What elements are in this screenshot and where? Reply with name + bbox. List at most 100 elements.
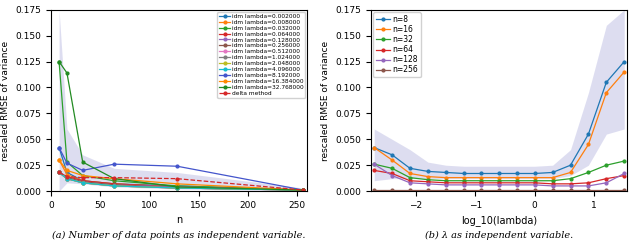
n=64 bbox=[406, 179, 414, 182]
idm lambda=0.008000 bbox=[63, 173, 71, 176]
n=64 bbox=[584, 181, 592, 184]
idm lambda=16.384000 bbox=[110, 177, 118, 180]
idm lambda=2.048000 bbox=[55, 171, 63, 174]
idm lambda=0.064000 bbox=[79, 179, 86, 182]
n=16 bbox=[424, 175, 432, 178]
delta method bbox=[300, 189, 307, 192]
n=32 bbox=[371, 163, 378, 166]
n=16 bbox=[477, 176, 485, 179]
n=64 bbox=[513, 181, 521, 184]
idm lambda=0.008000 bbox=[55, 159, 63, 161]
n=8 bbox=[495, 172, 503, 175]
Line: idm lambda=0.064000: idm lambda=0.064000 bbox=[58, 171, 305, 191]
Legend: idm lambda=0.002000, idm lambda=0.008000, idm lambda=0.032000, idm lambda=0.0640: idm lambda=0.002000, idm lambda=0.008000… bbox=[218, 12, 305, 98]
n=128 bbox=[513, 184, 521, 186]
idm lambda=0.512000 bbox=[110, 184, 118, 187]
Line: idm lambda=32.768000: idm lambda=32.768000 bbox=[58, 60, 305, 191]
idm lambda=0.128000 bbox=[110, 184, 118, 186]
idm lambda=0.512000 bbox=[173, 186, 181, 189]
idm lambda=0.032000 bbox=[173, 184, 181, 187]
idm lambda=4.096000 bbox=[110, 184, 118, 187]
idm lambda=0.128000 bbox=[300, 189, 307, 192]
n=64 bbox=[460, 181, 468, 184]
n=256 bbox=[620, 189, 628, 192]
Text: (a) Number of data points as independent variable.: (a) Number of data points as independent… bbox=[52, 231, 306, 240]
idm lambda=0.512000 bbox=[300, 189, 307, 192]
n=32 bbox=[584, 171, 592, 174]
Line: n=256: n=256 bbox=[372, 189, 626, 191]
idm lambda=16.384000 bbox=[55, 159, 63, 161]
n=16 bbox=[548, 176, 556, 179]
idm lambda=1.024000 bbox=[173, 186, 181, 189]
Line: n=8: n=8 bbox=[372, 60, 626, 175]
Line: idm lambda=4.096000: idm lambda=4.096000 bbox=[58, 171, 305, 191]
n=256 bbox=[495, 189, 503, 192]
idm lambda=8.192000 bbox=[79, 169, 86, 172]
n=16 bbox=[495, 176, 503, 179]
n=32 bbox=[442, 179, 450, 182]
n=256 bbox=[513, 189, 521, 192]
n=64 bbox=[442, 181, 450, 184]
n=64 bbox=[602, 177, 610, 180]
idm lambda=0.002000 bbox=[173, 184, 181, 187]
idm lambda=0.008000 bbox=[110, 182, 118, 185]
n=256 bbox=[548, 189, 556, 192]
Line: n=64: n=64 bbox=[372, 169, 626, 185]
n=32 bbox=[548, 179, 556, 182]
idm lambda=0.032000 bbox=[79, 174, 86, 177]
n=256 bbox=[424, 189, 432, 192]
idm lambda=32.768000 bbox=[173, 185, 181, 188]
n=64 bbox=[388, 172, 396, 175]
idm lambda=16.384000 bbox=[173, 182, 181, 185]
n=32 bbox=[531, 179, 538, 182]
Line: idm lambda=16.384000: idm lambda=16.384000 bbox=[58, 159, 305, 191]
idm lambda=8.192000 bbox=[63, 162, 71, 165]
n=16 bbox=[513, 176, 521, 179]
idm lambda=0.512000 bbox=[55, 171, 63, 174]
n=8 bbox=[566, 164, 574, 167]
n=128 bbox=[620, 172, 628, 175]
n=256 bbox=[602, 189, 610, 192]
Line: idm lambda=2.048000: idm lambda=2.048000 bbox=[58, 171, 305, 191]
idm lambda=0.064000 bbox=[110, 182, 118, 185]
n=16 bbox=[566, 171, 574, 174]
n=128 bbox=[424, 182, 432, 185]
idm lambda=0.002000 bbox=[110, 182, 118, 185]
n=256 bbox=[531, 189, 538, 192]
idm lambda=0.002000 bbox=[79, 179, 86, 182]
delta method bbox=[110, 176, 118, 179]
idm lambda=0.128000 bbox=[79, 180, 86, 183]
idm lambda=1.024000 bbox=[55, 171, 63, 174]
idm lambda=1.024000 bbox=[79, 181, 86, 184]
Y-axis label: rescaled RMSE of variance: rescaled RMSE of variance bbox=[1, 40, 10, 160]
Line: idm lambda=0.512000: idm lambda=0.512000 bbox=[58, 171, 305, 191]
idm lambda=0.128000 bbox=[63, 176, 71, 179]
idm lambda=8.192000 bbox=[110, 163, 118, 166]
idm lambda=0.008000 bbox=[79, 179, 86, 182]
idm lambda=0.064000 bbox=[300, 189, 307, 192]
delta method bbox=[63, 175, 71, 178]
idm lambda=32.768000 bbox=[110, 177, 118, 180]
Line: idm lambda=0.002000: idm lambda=0.002000 bbox=[58, 146, 305, 191]
Line: idm lambda=0.008000: idm lambda=0.008000 bbox=[58, 159, 305, 191]
n=32 bbox=[602, 164, 610, 167]
n=64 bbox=[548, 182, 556, 185]
delta method bbox=[55, 171, 63, 174]
Line: idm lambda=0.032000: idm lambda=0.032000 bbox=[58, 60, 305, 191]
idm lambda=0.032000 bbox=[300, 189, 307, 192]
idm lambda=0.256000 bbox=[110, 184, 118, 186]
delta method bbox=[173, 177, 181, 180]
n=8 bbox=[371, 146, 378, 149]
idm lambda=2.048000 bbox=[63, 177, 71, 180]
idm lambda=8.192000 bbox=[55, 146, 63, 149]
n=8 bbox=[388, 153, 396, 156]
idm lambda=1.024000 bbox=[300, 189, 307, 192]
n=128 bbox=[477, 184, 485, 186]
idm lambda=4.096000 bbox=[55, 171, 63, 174]
idm lambda=0.256000 bbox=[55, 171, 63, 174]
n=128 bbox=[406, 181, 414, 184]
idm lambda=0.002000 bbox=[63, 171, 71, 174]
idm lambda=0.032000 bbox=[110, 179, 118, 182]
Line: idm lambda=0.128000: idm lambda=0.128000 bbox=[58, 171, 305, 191]
n=256 bbox=[460, 189, 468, 192]
